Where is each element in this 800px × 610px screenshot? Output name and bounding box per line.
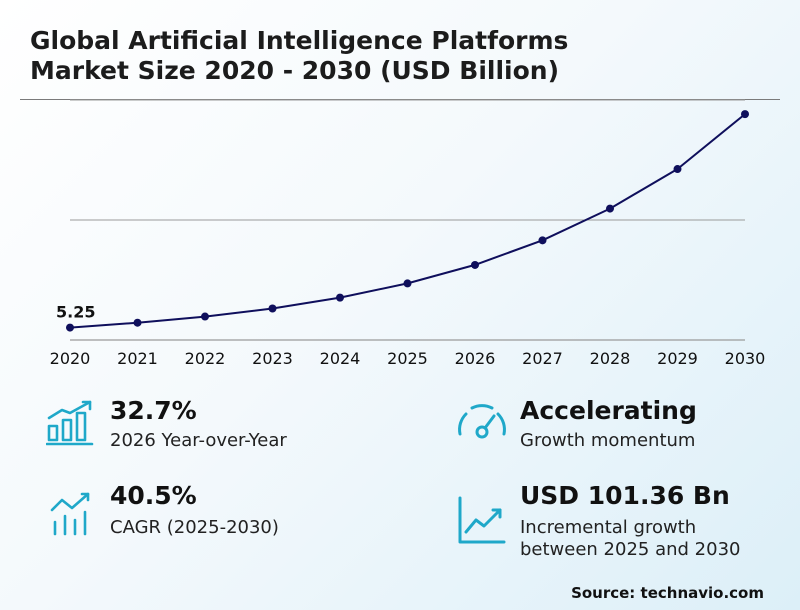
title-divider bbox=[20, 99, 780, 100]
title-line-2: Market Size 2020 - 2030 (USD Billion) bbox=[30, 56, 559, 85]
data-point-2028 bbox=[606, 204, 614, 213]
x-tick-label-2020: 2020 bbox=[50, 349, 91, 368]
stat-incremental-label-2: between 2025 and 2030 bbox=[520, 539, 741, 560]
stat-incremental-label-1: Incremental growth bbox=[520, 517, 697, 538]
bar-chart-icon bbox=[46, 400, 94, 446]
x-tick-label-2023: 2023 bbox=[252, 349, 293, 368]
gauge-icon bbox=[458, 404, 506, 439]
data-point-2029 bbox=[673, 165, 682, 174]
x-tick-label-2024: 2024 bbox=[320, 349, 361, 368]
line-chart-icon bbox=[458, 496, 506, 544]
data-point-2026 bbox=[471, 260, 479, 269]
x-tick-label-2021: 2021 bbox=[117, 349, 158, 368]
x-tick-label-2029: 2029 bbox=[657, 349, 698, 368]
x-tick-label-2030: 2030 bbox=[725, 349, 766, 368]
stat-momentum-label: Growth momentum bbox=[520, 430, 696, 451]
data-point-2030 bbox=[741, 110, 749, 119]
data-point-2023 bbox=[268, 304, 277, 313]
stat-cagr-label: CAGR (2025-2030) bbox=[110, 517, 279, 538]
stat-cagr-value: 40.5% bbox=[110, 481, 197, 510]
stat-incremental-value: USD 101.36 Bn bbox=[520, 481, 730, 510]
x-tick-label-2027: 2027 bbox=[522, 349, 563, 368]
x-tick-label-2025: 2025 bbox=[387, 349, 428, 368]
source-credit: Source: technavio.com bbox=[571, 584, 764, 602]
data-point-2021 bbox=[133, 318, 142, 327]
stat-yoy-value: 32.7% bbox=[110, 396, 197, 425]
stat-yoy-label: 2026 Year-over-Year bbox=[110, 430, 287, 451]
series-line bbox=[69, 113, 746, 329]
x-tick-label-2022: 2022 bbox=[185, 349, 226, 368]
chart-title: Global Artificial Intelligence Platforms… bbox=[30, 26, 770, 86]
data-point-2025 bbox=[403, 279, 412, 288]
data-point-2022 bbox=[201, 312, 209, 321]
line-chart: 2020 2021 2022 2023 2024 2025 2026 2027 2028 2029… bbox=[50, 99, 766, 368]
stat-momentum-value: Accelerating bbox=[520, 396, 697, 425]
data-point-2024 bbox=[336, 293, 344, 302]
trend-bars-icon bbox=[50, 492, 90, 536]
data-point-2020 bbox=[66, 323, 74, 332]
data-label-2020: 5.25 bbox=[56, 303, 95, 322]
title-line-1: Global Artificial Intelligence Platforms bbox=[30, 26, 569, 55]
x-tick-label-2026: 2026 bbox=[455, 349, 496, 368]
data-point-2027 bbox=[538, 236, 547, 245]
x-tick-label-2028: 2028 bbox=[590, 349, 631, 368]
